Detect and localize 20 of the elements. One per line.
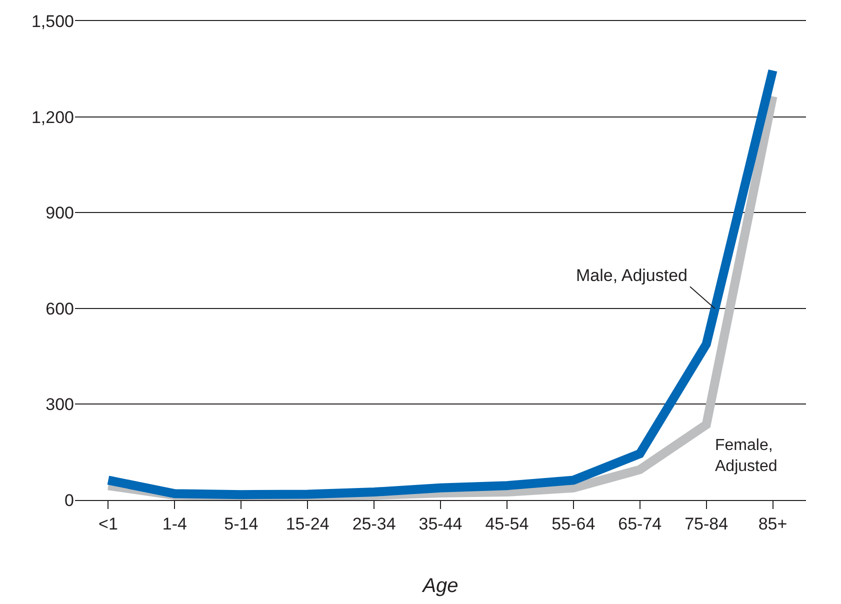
x-tick-label: 55-64 xyxy=(552,514,596,534)
y-tick-label: 300 xyxy=(46,395,74,414)
series-label: Female, Adjusted xyxy=(715,437,778,475)
x-tick-label: <1 xyxy=(98,514,118,534)
x-tick-label: 45-54 xyxy=(485,514,529,534)
x-tick-label: 75-84 xyxy=(684,514,728,534)
x-axis-title: Age xyxy=(422,574,458,597)
x-tick-label: 5-14 xyxy=(224,514,258,534)
x-tick-label: 35-44 xyxy=(418,514,462,534)
series-label: Male, Adjusted xyxy=(576,266,688,285)
x-tick-label: 1-4 xyxy=(162,514,187,534)
y-tick-label: 600 xyxy=(46,299,74,318)
y-tick-label: 1,200 xyxy=(31,108,74,127)
y-tick-label: 1,500 xyxy=(31,12,74,31)
x-tick-label: 85+ xyxy=(758,514,788,534)
y-tick-label: 900 xyxy=(46,204,74,223)
x-tick-label: 65-74 xyxy=(618,514,662,534)
x-tick-label: 15-24 xyxy=(286,514,330,534)
x-tick-label: 25-34 xyxy=(352,514,396,534)
y-tick-label: 0 xyxy=(64,490,74,510)
